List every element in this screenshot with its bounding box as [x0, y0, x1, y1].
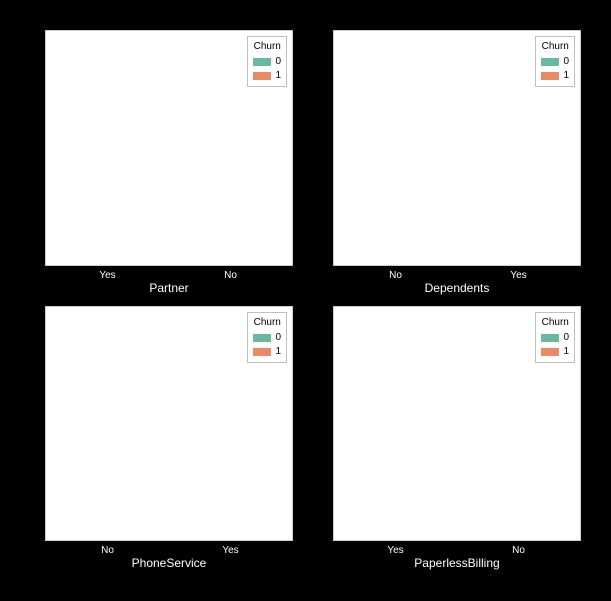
- x-tick-label: Yes: [222, 545, 238, 556]
- legend: Churn01: [535, 36, 575, 87]
- legend-row: 1: [253, 345, 281, 359]
- legend-swatch: [541, 334, 559, 342]
- legend-label: 1: [563, 69, 569, 83]
- x-tick-label: No: [512, 545, 525, 556]
- legend-swatch: [541, 72, 559, 80]
- x-tick-label: No: [389, 270, 402, 281]
- x-axis-label: PaperlessBilling: [334, 556, 580, 570]
- legend-label: 0: [275, 331, 281, 345]
- legend-row: 1: [253, 69, 281, 83]
- legend-swatch: [541, 348, 559, 356]
- chart-panel: NoYesChurn01PhoneService: [45, 306, 293, 542]
- x-axis-label: Dependents: [334, 281, 580, 295]
- x-tick-label: No: [101, 545, 114, 556]
- legend-label: 0: [563, 55, 569, 69]
- legend-row: 0: [541, 331, 569, 345]
- legend-title: Churn: [253, 316, 281, 330]
- legend-swatch: [253, 334, 271, 342]
- legend-row: 1: [541, 345, 569, 359]
- x-tick-label: Yes: [387, 545, 403, 556]
- chart-panel: YesNoChurn01PaperlessBilling: [333, 306, 581, 542]
- legend: Churn01: [247, 312, 287, 363]
- x-tick-label: Yes: [99, 270, 115, 281]
- legend-title: Churn: [541, 316, 569, 330]
- legend: Churn01: [535, 312, 575, 363]
- x-tick-label: Yes: [510, 270, 526, 281]
- chart-panel: NoYesChurn01Dependents: [333, 30, 581, 266]
- legend-label: 0: [563, 331, 569, 345]
- x-axis-label: PhoneService: [46, 556, 292, 570]
- legend-title: Churn: [541, 40, 569, 54]
- legend-row: 0: [541, 55, 569, 69]
- legend: Churn01: [247, 36, 287, 87]
- legend-row: 1: [541, 69, 569, 83]
- legend-row: 0: [253, 55, 281, 69]
- chart-grid: YesNoChurn01PartnerNoYesChurn01Dependent…: [0, 0, 611, 601]
- legend-swatch: [541, 58, 559, 66]
- legend-label: 1: [275, 345, 281, 359]
- legend-swatch: [253, 348, 271, 356]
- legend-label: 1: [563, 345, 569, 359]
- legend-label: 1: [275, 69, 281, 83]
- legend-label: 0: [275, 55, 281, 69]
- legend-swatch: [253, 58, 271, 66]
- chart-panel: YesNoChurn01Partner: [45, 30, 293, 266]
- legend-swatch: [253, 72, 271, 80]
- legend-row: 0: [253, 331, 281, 345]
- x-tick-label: No: [224, 270, 237, 281]
- legend-title: Churn: [253, 40, 281, 54]
- x-axis-label: Partner: [46, 281, 292, 295]
